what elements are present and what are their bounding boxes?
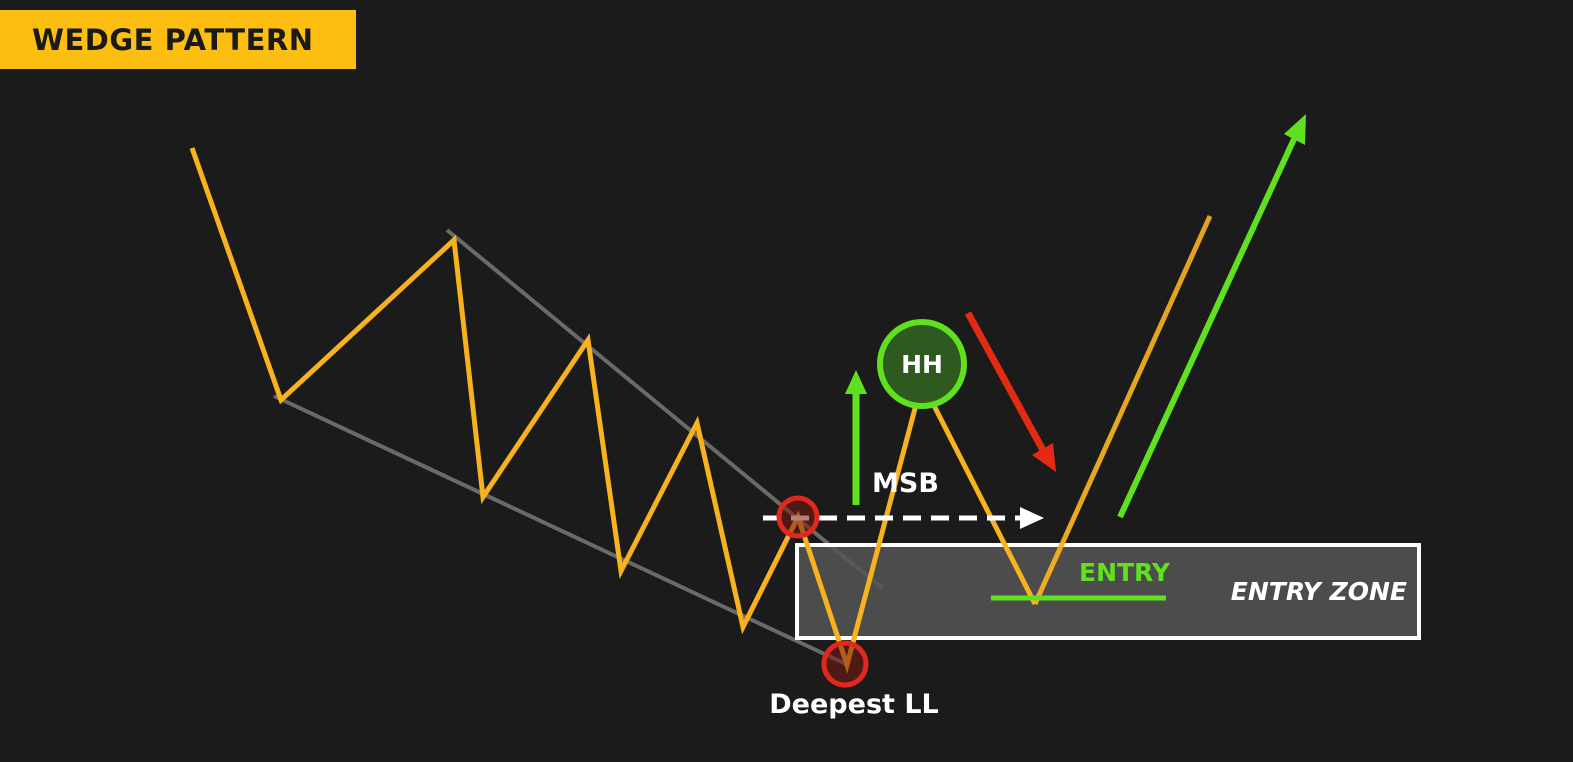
pullback-arrow-shaft [964, 311, 1048, 454]
page-title: WEDGE PATTERN [32, 22, 314, 57]
deepest-ll-marker [821, 640, 869, 688]
wedge-upper-trendline [445, 228, 884, 590]
target-arrow-shaft [1117, 135, 1298, 519]
msb-label: MSB [872, 468, 939, 499]
msb-arrow-head-icon [1020, 507, 1044, 529]
title-banner: WEDGE PATTERN [0, 10, 356, 69]
entry-zone-label: ENTRY ZONE [1231, 577, 1407, 606]
target-up-arrow-icon [1284, 114, 1306, 145]
wedge-lower-trendline [273, 394, 849, 667]
msb-up-arrow-icon [845, 370, 867, 394]
hh-label: HH [901, 350, 943, 379]
price-action-line [189, 147, 1038, 674]
break-point-marker [776, 495, 820, 539]
deepest-ll-label: Deepest LL [769, 689, 938, 720]
pullback-down-arrow-icon [1032, 443, 1056, 472]
price-breakout-leg [1032, 214, 1213, 606]
higher-high-marker [877, 319, 967, 409]
entry-zone-box [795, 543, 1421, 640]
entry-label: ENTRY [1079, 558, 1171, 587]
